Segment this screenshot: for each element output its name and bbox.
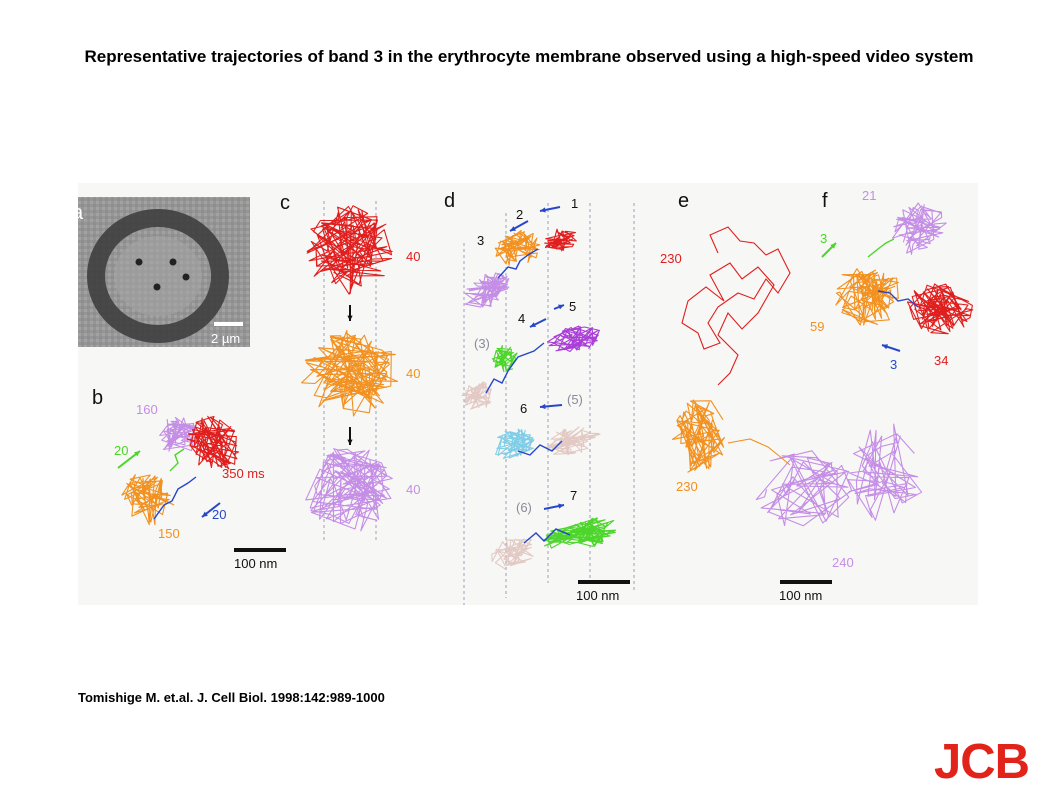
label-d-4: 4 xyxy=(518,311,525,326)
label-f-21: 21 xyxy=(862,188,876,203)
trajectory-e-orange-tail xyxy=(727,438,791,466)
trajectory-d-purple xyxy=(546,325,600,353)
trajectory-figure: 2 µm a b c d e f 1 xyxy=(78,183,978,605)
trajectory-d-orange xyxy=(494,229,541,266)
trajectory-b-violet xyxy=(159,416,200,452)
arrow-c-1-head xyxy=(347,315,353,321)
label-c-40-red: 40 xyxy=(406,249,420,264)
trajectory-e-violet-1 xyxy=(755,450,853,527)
direction-arrows xyxy=(117,206,901,518)
trajectory-b-green xyxy=(169,448,185,472)
label-e-230-red: 230 xyxy=(660,251,682,266)
scale-label-d: 100 nm xyxy=(576,588,619,603)
label-d-5: 5 xyxy=(569,299,576,314)
arrow-d-7-head xyxy=(558,503,564,509)
scale-label-e: 100 nm xyxy=(779,588,822,603)
panel-label-d: d xyxy=(444,190,455,212)
label-d-3: 3 xyxy=(477,233,484,248)
trajectory-e-violet-2 xyxy=(847,423,923,521)
trajectory-d-blue-3 xyxy=(517,440,563,456)
panel-a: 2 µm a xyxy=(78,197,250,347)
label-d-6-paren: (6) xyxy=(516,500,532,515)
particle-dot xyxy=(135,258,143,266)
figure-canvas: 2 µm a b c d e f 1 xyxy=(78,188,974,605)
arrow-d-2-head xyxy=(510,226,516,231)
panel-label-f: f xyxy=(822,190,828,212)
arrow-b-green-head xyxy=(134,451,140,457)
trajectory-f-blue xyxy=(877,290,919,308)
arrow-d-6-head xyxy=(540,403,546,410)
panel-label-b: b xyxy=(92,387,103,409)
jcb-logo: JCB xyxy=(934,735,1030,789)
label-b-350ms: 350 ms xyxy=(222,466,265,481)
scale-label-a: 2 µm xyxy=(211,331,240,346)
trajectory-d-blue-4 xyxy=(523,528,571,544)
label-f-34: 34 xyxy=(934,353,948,368)
panel-label-e: e xyxy=(678,190,689,212)
trajectory-d-blue-1 xyxy=(497,248,539,279)
trajectory-c-red xyxy=(306,205,393,295)
trajectory-b-orange xyxy=(121,474,175,526)
trajectory-d-pink-2 xyxy=(545,426,601,456)
trajectory-f-orange xyxy=(835,268,899,326)
arrow-f-blue-head xyxy=(882,344,888,350)
trajectory-d-pink-3 xyxy=(491,538,534,570)
arrow-b-blue-head xyxy=(202,511,208,517)
particle-dot xyxy=(153,283,161,291)
citation: Tomishige M. et.al. J. Cell Biol. 1998:1… xyxy=(78,690,385,705)
page-title: Representative trajectories of band 3 in… xyxy=(84,47,974,66)
trajectory-f-red xyxy=(906,283,974,335)
label-b-20-blue: 20 xyxy=(212,507,226,522)
trajectory-d-green xyxy=(491,345,518,373)
panel-label-a: a xyxy=(78,202,84,224)
trajectory-d-blue-2 xyxy=(485,342,545,394)
trajectory-e-red xyxy=(681,226,791,386)
trajectory-c-orange xyxy=(301,329,399,417)
trajectory-f-violet xyxy=(891,202,947,255)
panel-b-labels: 160 20 350 ms 150 20 xyxy=(114,402,265,541)
label-e-240: 240 xyxy=(832,555,854,570)
label-e-230-orange: 230 xyxy=(676,479,698,494)
label-c-40-orange: 40 xyxy=(406,366,420,381)
panel-d-labels: 1 2 3 4 5 (3) 6 (5) (6) 7 xyxy=(474,196,583,515)
particle-dot xyxy=(182,273,190,281)
trajectory-d-red xyxy=(544,228,577,252)
label-d-6: 6 xyxy=(520,401,527,416)
trajectory-b-blue xyxy=(153,476,197,520)
trajectory-d-cyan xyxy=(495,428,535,459)
trajectory-d-green-2 xyxy=(543,517,617,549)
label-b-20-green: 20 xyxy=(114,443,128,458)
label-d-2: 2 xyxy=(516,207,523,222)
label-d-7: 7 xyxy=(570,488,577,503)
label-d-5-paren: (5) xyxy=(567,392,583,407)
arrow-f-green-head xyxy=(830,243,836,249)
trajectory-c-violet xyxy=(305,448,393,532)
trajectory-d-violet xyxy=(464,272,510,308)
label-b-150: 150 xyxy=(158,526,180,541)
trajectory-d-pink-1 xyxy=(461,381,492,410)
label-d-3-paren: (3) xyxy=(474,336,490,351)
arrow-c-2-head xyxy=(347,439,353,445)
erythrocyte-ring xyxy=(87,209,229,343)
trajectory-e-orange xyxy=(671,399,725,473)
label-d-1: 1 xyxy=(571,196,578,211)
label-f-59: 59 xyxy=(810,319,824,334)
label-b-160: 160 xyxy=(136,402,158,417)
label-c-40-violet: 40 xyxy=(406,482,420,497)
label-f-3-green: 3 xyxy=(820,231,827,246)
trajectories xyxy=(121,202,974,570)
scale-label-b: 100 nm xyxy=(234,556,277,571)
trajectory-f-green xyxy=(867,238,895,258)
panel-label-c: c xyxy=(280,192,290,214)
panel-c-labels: 40 40 40 xyxy=(406,249,420,497)
trajectory-b-red xyxy=(186,415,240,470)
panel-e-labels: 230 230 240 xyxy=(660,251,854,570)
label-f-3-blue: 3 xyxy=(890,357,897,372)
particle-dot xyxy=(169,258,177,266)
arrow-d-4-head xyxy=(530,322,536,327)
arrow-d-1-head xyxy=(540,207,546,213)
panel-f-labels: 21 3 59 34 3 xyxy=(810,188,948,372)
